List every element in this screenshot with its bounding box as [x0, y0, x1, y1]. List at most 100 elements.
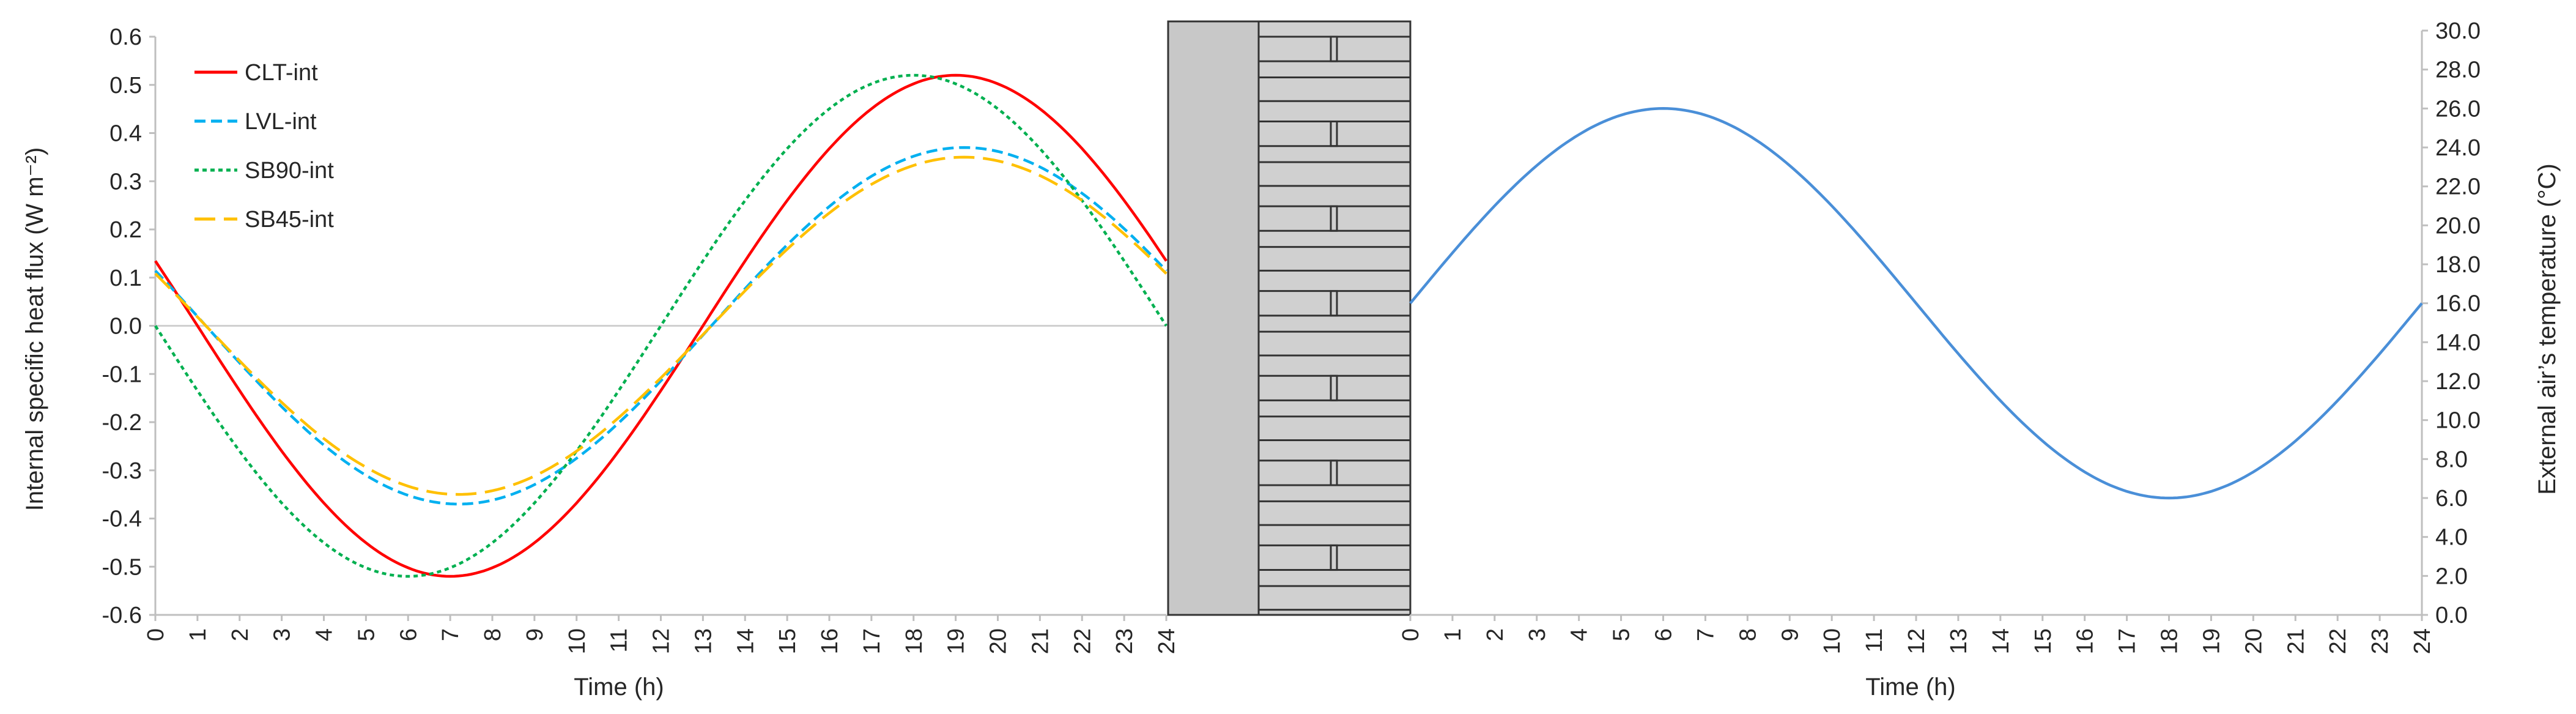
- heat-flux-x-tick-label: 8: [480, 628, 506, 641]
- temperature-x-tick-label: 7: [1693, 628, 1719, 641]
- temperature-series: [1409, 107, 2423, 500]
- wall-solid-layer: [1167, 20, 1260, 616]
- heat-flux-y-tick-label: 0.0: [109, 314, 142, 340]
- temperature-x-tick-label: 3: [1525, 628, 1550, 641]
- temperature-x-tick-label: 5: [1609, 628, 1635, 641]
- series-line-sb45-int: [154, 155, 1168, 496]
- temperature-y-tick-label: 30.0: [2435, 18, 2481, 44]
- temperature-x-tick-label: 24: [2410, 628, 2435, 654]
- heat-flux-x-tick-label: 12: [649, 628, 675, 654]
- heat-flux-y-tick-label: -0.3: [102, 458, 142, 484]
- heat-flux-y-tick-label: -0.2: [102, 410, 142, 436]
- temperature-x-tick-label: 1: [1440, 628, 1466, 641]
- temperature-y-tick-label: 20.0: [2435, 213, 2481, 239]
- heat-flux-x-tick-label: 10: [564, 628, 590, 654]
- legend-label-clt-int: CLT-int: [245, 60, 318, 86]
- temperature-y-tick-label: 6.0: [2435, 486, 2468, 511]
- heat-flux-y-tick-label: 0.5: [109, 73, 142, 99]
- temperature-x-tick-label: 22: [2325, 628, 2351, 654]
- heat-flux-y-axis-title: Internal specific heat flux (W m⁻²): [21, 147, 48, 511]
- temperature-x-tick-label: 20: [2241, 628, 2267, 654]
- heat-flux-x-tick-label: 16: [817, 628, 843, 654]
- temperature-y-axis-title: External air’s temperature (°C): [2534, 163, 2561, 494]
- temperature-y-tick-label: 2.0: [2435, 563, 2468, 589]
- heat-flux-x-tick-label: 24: [1154, 628, 1180, 654]
- heat-flux-x-tick-label: 6: [396, 628, 421, 641]
- temperature-x-tick-label: 2: [1482, 628, 1508, 641]
- temperature-axes: 0.0 2.0 4.0 6.0 8.0 10.0 12.0 14.0 16.0 18.0 20.0 2…: [1398, 18, 2481, 654]
- temperature-x-tick-label: 21: [2283, 628, 2309, 654]
- heat-flux-x-tick-label: 22: [1070, 628, 1095, 654]
- temperature-x-tick-label: 23: [2367, 628, 2393, 654]
- heat-flux-x-tick-label: 1: [185, 628, 211, 641]
- heat-flux-x-tick-label: 4: [312, 628, 338, 641]
- heat-flux-x-tick-label: 11: [607, 628, 632, 652]
- temperature-y-tick-label: 22.0: [2435, 174, 2481, 200]
- temperature-x-tick-label: 4: [1567, 628, 1593, 641]
- temperature-x-tick-label: 16: [2073, 628, 2098, 654]
- heat-flux-x-tick-label: 18: [901, 628, 927, 654]
- heat-flux-y-tick-label: 0.3: [109, 169, 142, 195]
- legend-label-lvl-int: LVL-int: [245, 109, 317, 135]
- heat-flux-chart: Internal specific heat flux (W m⁻²) Time…: [21, 24, 1180, 701]
- heat-flux-y-tick-label: -0.4: [102, 507, 142, 532]
- heat-flux-y-tick-label: 0.1: [109, 266, 142, 291]
- wall-connector: [1330, 121, 1338, 147]
- temperature-x-tick-label: 15: [2030, 628, 2056, 654]
- heat-flux-x-tick-label: 19: [944, 628, 969, 654]
- heat-flux-y-tick-label: 0.4: [109, 121, 142, 147]
- temperature-x-axis-title: Time (h): [1865, 674, 1955, 701]
- wall-connector: [1330, 374, 1338, 401]
- heat-flux-x-tick-label: 7: [438, 628, 464, 641]
- temperature-x-tick-label: 9: [1777, 628, 1803, 641]
- heat-flux-x-tick-label: 3: [270, 628, 295, 641]
- heat-flux-x-tick-label: 2: [228, 628, 253, 641]
- temperature-x-tick-label: 12: [1904, 628, 1930, 654]
- temperature-x-tick-label: 0: [1398, 628, 1424, 641]
- heat-flux-x-tick-label: 14: [733, 628, 758, 654]
- heat-flux-y-tick-label: 0.6: [109, 24, 142, 50]
- heat-flux-y-tick-label: -0.1: [102, 362, 142, 387]
- heat-flux-x-tick-label: 0: [143, 628, 169, 641]
- heat-flux-y-tick-label: -0.5: [102, 554, 142, 580]
- wall-connector: [1330, 544, 1338, 571]
- temperature-y-tick-label: 14.0: [2435, 330, 2481, 355]
- temperature-x-tick-label: 18: [2157, 628, 2183, 654]
- temperature-y-tick-label: 0.0: [2435, 603, 2468, 628]
- temperature-y-tick-label: 10.0: [2435, 408, 2481, 434]
- temperature-x-tick-label: 19: [2199, 628, 2224, 654]
- temperature-x-tick-label: 17: [2115, 628, 2141, 654]
- heat-flux-y-tick-label: 0.2: [109, 217, 142, 243]
- temperature-y-tick-label: 12.0: [2435, 369, 2481, 395]
- heat-flux-series: [154, 73, 1168, 578]
- heat-flux-x-tick-label: 20: [986, 628, 1012, 654]
- temperature-y-tick-label: 8.0: [2435, 447, 2468, 472]
- wall-connector: [1330, 290, 1338, 317]
- temperature-x-tick-label: 6: [1651, 628, 1677, 641]
- heat-flux-legend: CLT-int LVL-int SB90-int SB45-int: [194, 60, 334, 232]
- heat-flux-x-tick-label: 23: [1112, 628, 1138, 654]
- heat-flux-x-tick-label: 15: [775, 628, 801, 654]
- heat-flux-x-axis-title: Time (h): [574, 674, 664, 701]
- temperature-x-tick-label: 14: [1988, 628, 2014, 654]
- heat-flux-axes: -0.6 -0.5 -0.4 -0.3 -0.2 -0.1 0.0 0.1 0.2 0.3 0.4 0…: [102, 24, 1180, 654]
- temperature-x-tick-label: 11: [1862, 628, 1887, 652]
- temperature-y-tick-label: 18.0: [2435, 252, 2481, 278]
- external-temperature-chart: External air’s temperature (°C) Time (h)…: [1398, 18, 2561, 701]
- wall-connector: [1330, 205, 1338, 232]
- wall-connector: [1330, 459, 1338, 486]
- legend-label-sb90-int: SB90-int: [245, 158, 334, 184]
- series-line-clt-int: [154, 73, 1168, 578]
- series-line-lvl-int: [154, 146, 1168, 506]
- heat-flux-x-tick-label: 17: [859, 628, 885, 654]
- wall-panel-layer: [1257, 20, 1412, 616]
- wall-cross-section: [1167, 20, 1412, 616]
- temperature-series-line: [1409, 107, 2423, 500]
- temperature-y-tick-label: 26.0: [2435, 96, 2481, 122]
- temperature-y-tick-label: 16.0: [2435, 291, 2481, 317]
- heat-flux-x-tick-label: 5: [353, 628, 379, 641]
- temperature-x-tick-label: 10: [1819, 628, 1845, 654]
- temperature-y-tick-label: 4.0: [2435, 525, 2468, 551]
- legend-label-sb45-int: SB45-int: [245, 207, 334, 232]
- temperature-y-tick-label: 24.0: [2435, 135, 2481, 161]
